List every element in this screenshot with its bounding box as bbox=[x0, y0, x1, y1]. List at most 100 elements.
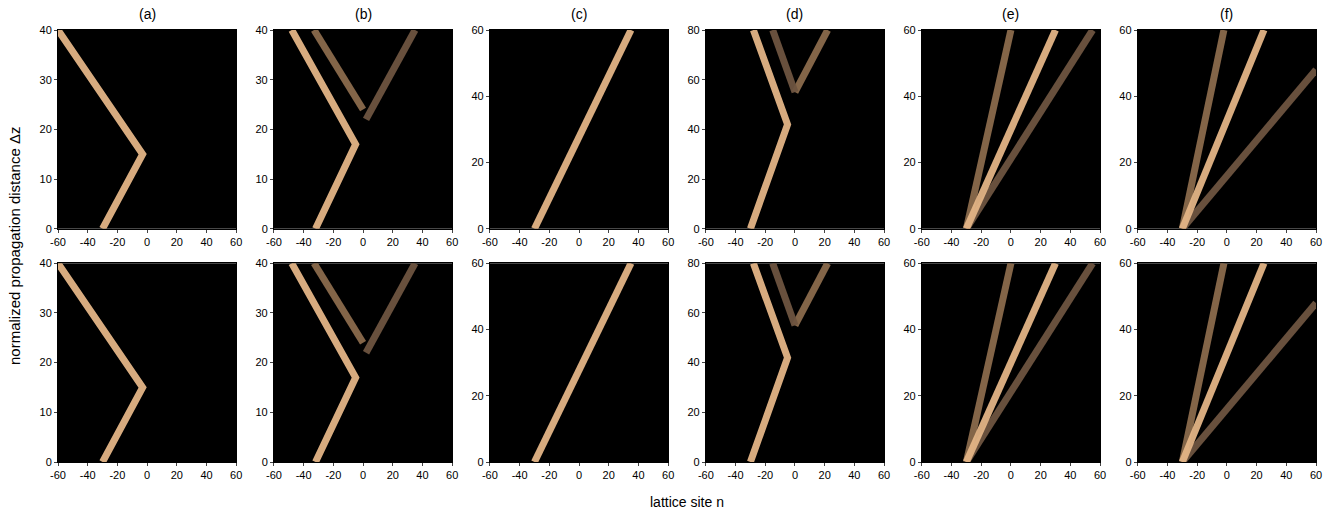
svg-text:30: 30 bbox=[40, 307, 52, 319]
svg-text:60: 60 bbox=[687, 307, 699, 319]
svg-text:0: 0 bbox=[1224, 236, 1230, 248]
svg-text:60: 60 bbox=[446, 469, 458, 481]
svg-text:40: 40 bbox=[471, 323, 483, 335]
svg-text:0: 0 bbox=[576, 236, 582, 248]
svg-text:-20: -20 bbox=[541, 469, 557, 481]
svg-text:60: 60 bbox=[1094, 469, 1106, 481]
svg-text:-20: -20 bbox=[1189, 236, 1205, 248]
svg-text:40: 40 bbox=[848, 236, 860, 248]
svg-text:0: 0 bbox=[1125, 456, 1131, 468]
svg-text:0: 0 bbox=[694, 223, 700, 235]
svg-text:-20: -20 bbox=[1189, 469, 1205, 481]
svg-text:60: 60 bbox=[471, 257, 483, 269]
svg-text:20: 20 bbox=[687, 173, 699, 185]
svg-text:80: 80 bbox=[687, 257, 699, 269]
svg-text:-20: -20 bbox=[109, 469, 125, 481]
svg-text:60: 60 bbox=[1310, 236, 1322, 248]
svg-text:60: 60 bbox=[878, 469, 890, 481]
svg-text:lattice site n: lattice site n bbox=[650, 494, 724, 510]
svg-text:40: 40 bbox=[1064, 236, 1076, 248]
svg-text:20: 20 bbox=[40, 123, 52, 135]
svg-text:0: 0 bbox=[360, 469, 366, 481]
svg-text:60: 60 bbox=[687, 74, 699, 86]
svg-text:0: 0 bbox=[46, 456, 52, 468]
svg-text:normalized propagation distanc: normalized propagation distance Δz bbox=[6, 127, 23, 366]
svg-text:60: 60 bbox=[1119, 257, 1131, 269]
svg-text:40: 40 bbox=[1280, 469, 1292, 481]
svg-text:-60: -60 bbox=[50, 236, 66, 248]
svg-text:60: 60 bbox=[1119, 24, 1131, 36]
svg-text:60: 60 bbox=[662, 469, 674, 481]
svg-text:-60: -60 bbox=[50, 469, 66, 481]
svg-text:10: 10 bbox=[256, 173, 268, 185]
svg-text:20: 20 bbox=[1119, 156, 1131, 168]
svg-text:20: 20 bbox=[471, 390, 483, 402]
svg-text:20: 20 bbox=[256, 356, 268, 368]
svg-text:40: 40 bbox=[416, 469, 428, 481]
svg-text:(d): (d) bbox=[786, 6, 803, 22]
svg-text:0: 0 bbox=[46, 223, 52, 235]
svg-text:(a): (a) bbox=[139, 6, 156, 22]
svg-text:40: 40 bbox=[903, 323, 915, 335]
svg-text:0: 0 bbox=[360, 236, 366, 248]
svg-text:0: 0 bbox=[694, 456, 700, 468]
svg-text:20: 20 bbox=[819, 236, 831, 248]
svg-text:0: 0 bbox=[576, 469, 582, 481]
svg-text:40: 40 bbox=[40, 24, 52, 36]
svg-text:20: 20 bbox=[1035, 236, 1047, 248]
svg-text:-60: -60 bbox=[482, 236, 498, 248]
svg-text:20: 20 bbox=[903, 390, 915, 402]
svg-text:-40: -40 bbox=[1160, 236, 1176, 248]
svg-text:40: 40 bbox=[632, 236, 644, 248]
svg-text:-20: -20 bbox=[325, 469, 341, 481]
svg-text:-40: -40 bbox=[80, 469, 96, 481]
svg-text:20: 20 bbox=[1250, 469, 1262, 481]
svg-text:40: 40 bbox=[632, 469, 644, 481]
svg-text:(f): (f) bbox=[1220, 6, 1233, 22]
svg-text:20: 20 bbox=[387, 236, 399, 248]
svg-text:0: 0 bbox=[1008, 469, 1014, 481]
svg-text:20: 20 bbox=[171, 469, 183, 481]
svg-text:-20: -20 bbox=[541, 236, 557, 248]
svg-text:40: 40 bbox=[1280, 236, 1292, 248]
svg-text:40: 40 bbox=[200, 236, 212, 248]
svg-text:(c): (c) bbox=[571, 6, 587, 22]
svg-text:0: 0 bbox=[1008, 236, 1014, 248]
svg-text:0: 0 bbox=[792, 469, 798, 481]
svg-text:0: 0 bbox=[262, 456, 268, 468]
svg-text:-40: -40 bbox=[80, 236, 96, 248]
svg-text:20: 20 bbox=[387, 469, 399, 481]
svg-text:40: 40 bbox=[471, 90, 483, 102]
svg-text:20: 20 bbox=[603, 469, 615, 481]
svg-text:60: 60 bbox=[878, 236, 890, 248]
svg-text:20: 20 bbox=[1035, 469, 1047, 481]
svg-text:40: 40 bbox=[687, 123, 699, 135]
svg-text:-20: -20 bbox=[109, 236, 125, 248]
svg-text:60: 60 bbox=[230, 469, 242, 481]
svg-text:40: 40 bbox=[1064, 469, 1076, 481]
svg-text:30: 30 bbox=[256, 307, 268, 319]
svg-text:10: 10 bbox=[256, 406, 268, 418]
svg-text:0: 0 bbox=[144, 469, 150, 481]
svg-text:-40: -40 bbox=[296, 236, 312, 248]
svg-text:60: 60 bbox=[446, 236, 458, 248]
svg-text:-40: -40 bbox=[512, 236, 528, 248]
svg-text:20: 20 bbox=[687, 406, 699, 418]
svg-text:-60: -60 bbox=[1130, 469, 1146, 481]
svg-text:40: 40 bbox=[687, 356, 699, 368]
svg-text:-40: -40 bbox=[728, 469, 744, 481]
svg-text:30: 30 bbox=[40, 74, 52, 86]
svg-text:60: 60 bbox=[1310, 469, 1322, 481]
svg-text:20: 20 bbox=[1250, 236, 1262, 248]
svg-text:20: 20 bbox=[819, 469, 831, 481]
svg-text:40: 40 bbox=[200, 469, 212, 481]
svg-text:40: 40 bbox=[256, 257, 268, 269]
svg-text:40: 40 bbox=[848, 469, 860, 481]
svg-text:0: 0 bbox=[1224, 469, 1230, 481]
svg-text:-60: -60 bbox=[1130, 236, 1146, 248]
svg-text:20: 20 bbox=[903, 156, 915, 168]
svg-text:(b): (b) bbox=[355, 6, 372, 22]
svg-text:0: 0 bbox=[478, 456, 484, 468]
svg-text:(e): (e) bbox=[1002, 6, 1019, 22]
svg-text:30: 30 bbox=[256, 74, 268, 86]
